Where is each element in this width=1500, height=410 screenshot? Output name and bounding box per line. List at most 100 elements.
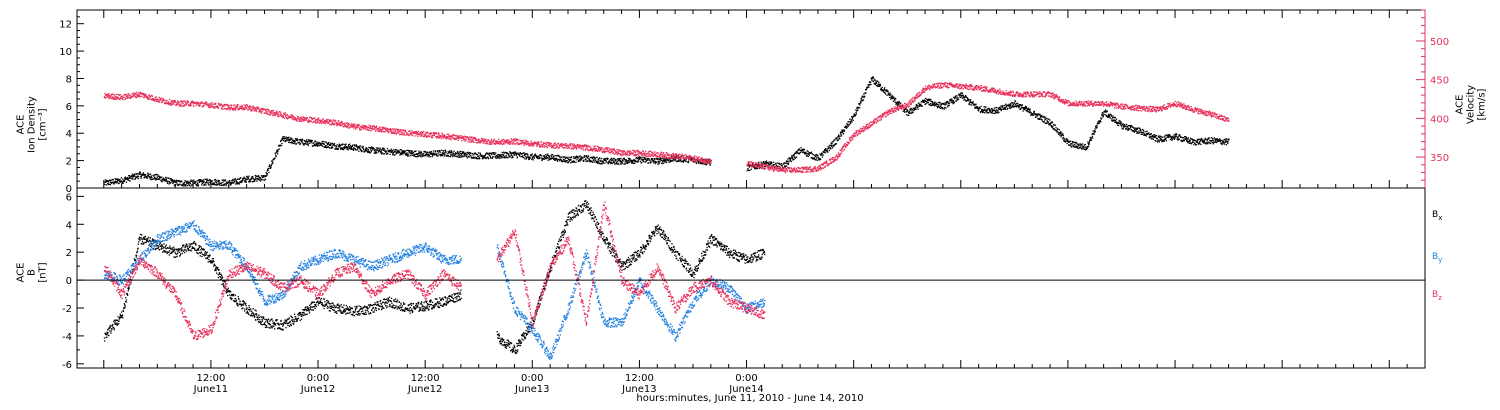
velocity-point (151, 95, 153, 97)
density-point (288, 136, 290, 138)
density-point (612, 157, 614, 160)
density-point (485, 157, 487, 160)
density-point (1190, 138, 1192, 140)
density-point (413, 155, 415, 157)
density-point (807, 153, 809, 155)
density-point (168, 183, 170, 185)
velocity-point (228, 105, 231, 107)
velocity-point (338, 122, 340, 124)
density-point (265, 172, 267, 174)
density-point (356, 149, 358, 151)
density-point (928, 99, 931, 102)
density-point (634, 159, 636, 162)
density-point (1070, 140, 1072, 142)
velocity-point (390, 128, 392, 130)
density-point (807, 151, 809, 153)
density-point (185, 185, 187, 187)
velocity-point (330, 120, 333, 122)
velocity-point (156, 100, 158, 102)
velocity-point (173, 101, 175, 104)
density-point (425, 155, 427, 157)
density-point (279, 144, 281, 146)
density-point (354, 148, 356, 150)
density-point (1204, 142, 1206, 144)
velocity-point (461, 140, 463, 142)
density-point (547, 154, 550, 157)
density-point (828, 149, 830, 152)
velocity-point (118, 98, 120, 100)
velocity-point (155, 96, 157, 98)
density-point (288, 141, 290, 143)
density-point (494, 153, 496, 156)
velocity-point (416, 134, 418, 136)
density-point (906, 110, 908, 112)
velocity-point (148, 98, 150, 100)
velocity-point (189, 102, 191, 104)
velocity-point (354, 128, 357, 130)
density-point (282, 137, 284, 140)
density-point (574, 157, 576, 160)
density-point (627, 157, 630, 159)
density-point (184, 180, 186, 182)
velocity-point (425, 133, 427, 135)
velocity-point (240, 105, 242, 108)
density-point (225, 183, 228, 185)
density-point (556, 155, 558, 157)
density-point (659, 157, 661, 159)
density-point (599, 163, 602, 165)
density-point (1212, 138, 1214, 140)
density-point (1178, 138, 1180, 141)
density-point (891, 96, 893, 98)
density-point (1040, 115, 1043, 117)
density-point (859, 102, 861, 104)
density-point (377, 147, 379, 149)
density-point (614, 158, 616, 161)
density-point (281, 139, 283, 141)
velocity-point (465, 139, 467, 142)
velocity-point (465, 138, 467, 140)
density-point (764, 161, 766, 163)
density-point (418, 154, 421, 156)
density-point (1076, 145, 1078, 148)
density-point (808, 153, 810, 155)
density-point (171, 181, 173, 183)
density-point (1143, 133, 1145, 135)
density-point (1142, 131, 1144, 133)
density-point (205, 178, 207, 181)
density-point (306, 139, 308, 141)
density-point (829, 144, 831, 146)
density-point (1071, 143, 1073, 145)
density-point (1014, 100, 1017, 103)
velocity-point (147, 97, 150, 99)
density-point (831, 145, 833, 147)
density-point (839, 138, 841, 140)
density-point (1112, 120, 1115, 122)
density-point (204, 178, 206, 180)
density-point (993, 109, 995, 112)
density-point (997, 108, 999, 110)
velocity-point (283, 117, 286, 119)
density-point (1081, 148, 1083, 150)
velocity-point (187, 101, 189, 104)
density-point (784, 166, 787, 168)
velocity-point (223, 105, 225, 107)
density-point (229, 180, 231, 182)
density-point (583, 160, 585, 162)
velocity-point (187, 101, 189, 103)
density-point (662, 161, 664, 163)
density-point (837, 136, 839, 138)
density-point (647, 157, 649, 160)
density-point (352, 144, 354, 146)
velocity-point (116, 98, 118, 100)
density-point (296, 138, 298, 140)
density-point (823, 151, 825, 153)
density-point (579, 158, 581, 161)
density-point (1017, 102, 1019, 104)
density-point (701, 162, 703, 165)
density-point (1073, 141, 1075, 143)
density-point (481, 155, 483, 157)
density-point (1161, 141, 1164, 143)
density-point (376, 152, 378, 154)
velocity-point (114, 98, 117, 100)
density-point (493, 152, 495, 154)
